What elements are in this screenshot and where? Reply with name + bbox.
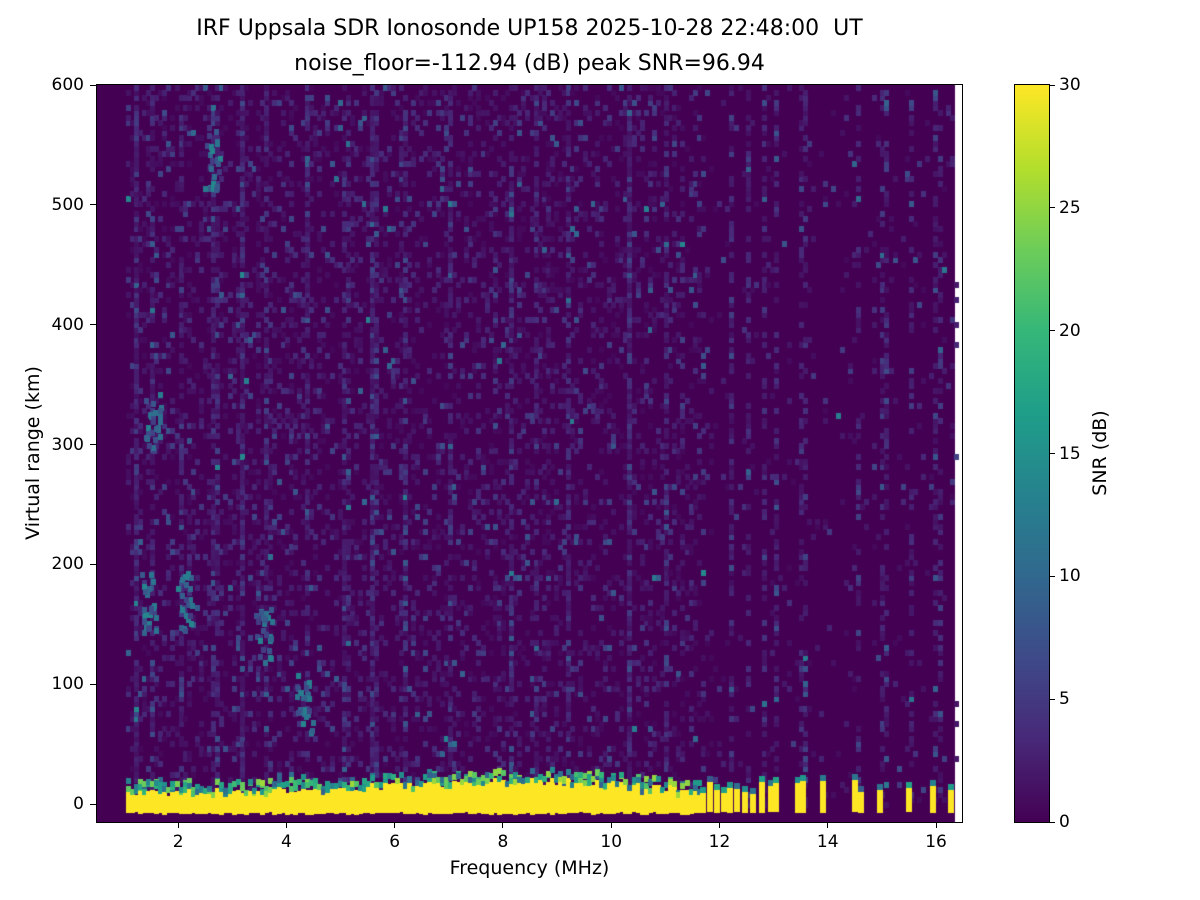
- colorbar-gradient-canvas: [1015, 85, 1049, 822]
- x-tick-mark: [935, 823, 937, 828]
- x-tick-label: 10: [600, 832, 623, 852]
- y-tick-mark: [90, 683, 96, 685]
- colorbar-tick-mark: [1050, 330, 1055, 332]
- colorbar-tick-label: 20: [1059, 320, 1081, 341]
- colorbar-tick-label: 0: [1059, 812, 1070, 832]
- colorbar-tick-mark: [1050, 698, 1055, 700]
- ionogram-heatmap-canvas: [97, 85, 962, 822]
- x-tick-label: 14: [816, 832, 839, 852]
- x-tick-label: 4: [281, 832, 292, 852]
- colorbar-tick-mark: [1050, 821, 1055, 823]
- x-tick-label: 16: [925, 832, 947, 852]
- y-tick-mark: [90, 444, 96, 445]
- colorbar-tick-mark: [1050, 84, 1055, 86]
- y-tick-label: 300: [51, 434, 84, 455]
- y-tick-label: 0: [73, 794, 84, 815]
- x-tick-label: 2: [172, 832, 184, 852]
- colorbar-tick-label: 25: [1059, 197, 1081, 218]
- colorbar-tick-label: 15: [1059, 443, 1081, 464]
- colorbar-tick-label: 5: [1059, 689, 1070, 710]
- y-tick-label: 100: [51, 674, 84, 695]
- y-tick-mark: [90, 563, 96, 565]
- x-tick-label: 12: [708, 832, 731, 852]
- colorbar-tick-mark: [1050, 453, 1055, 454]
- colorbar-tick-label: 30: [1059, 75, 1081, 95]
- y-tick-mark: [90, 204, 96, 206]
- colorbar-tick-mark: [1050, 207, 1055, 209]
- x-tick-mark: [610, 823, 612, 828]
- x-tick-label: 6: [389, 832, 401, 852]
- x-tick-mark: [285, 823, 287, 828]
- x-tick-label: 8: [497, 832, 509, 852]
- plot-title-line2: noise_floor=-112.94 (dB) peak SNR=96.94: [294, 51, 765, 76]
- x-tick-mark: [827, 823, 829, 828]
- colorbar-tick-mark: [1050, 575, 1055, 577]
- y-tick-label: 500: [51, 194, 84, 215]
- y-tick-mark: [90, 324, 96, 326]
- y-tick-label: 200: [51, 554, 84, 575]
- y-tick-mark: [90, 84, 96, 86]
- plot-title-line1: IRF Uppsala SDR Ionosonde UP158 2025-10-…: [196, 16, 863, 41]
- x-tick-mark: [177, 823, 179, 828]
- y-tick-mark: [90, 803, 96, 805]
- x-axis-label: Frequency (MHz): [449, 857, 610, 879]
- colorbar-tick-label: 10: [1059, 566, 1081, 587]
- y-tick-label: 400: [51, 314, 84, 335]
- x-tick-mark: [718, 823, 720, 828]
- x-tick-mark: [394, 823, 396, 828]
- x-tick-mark: [502, 823, 504, 828]
- y-tick-label: 600: [51, 75, 84, 95]
